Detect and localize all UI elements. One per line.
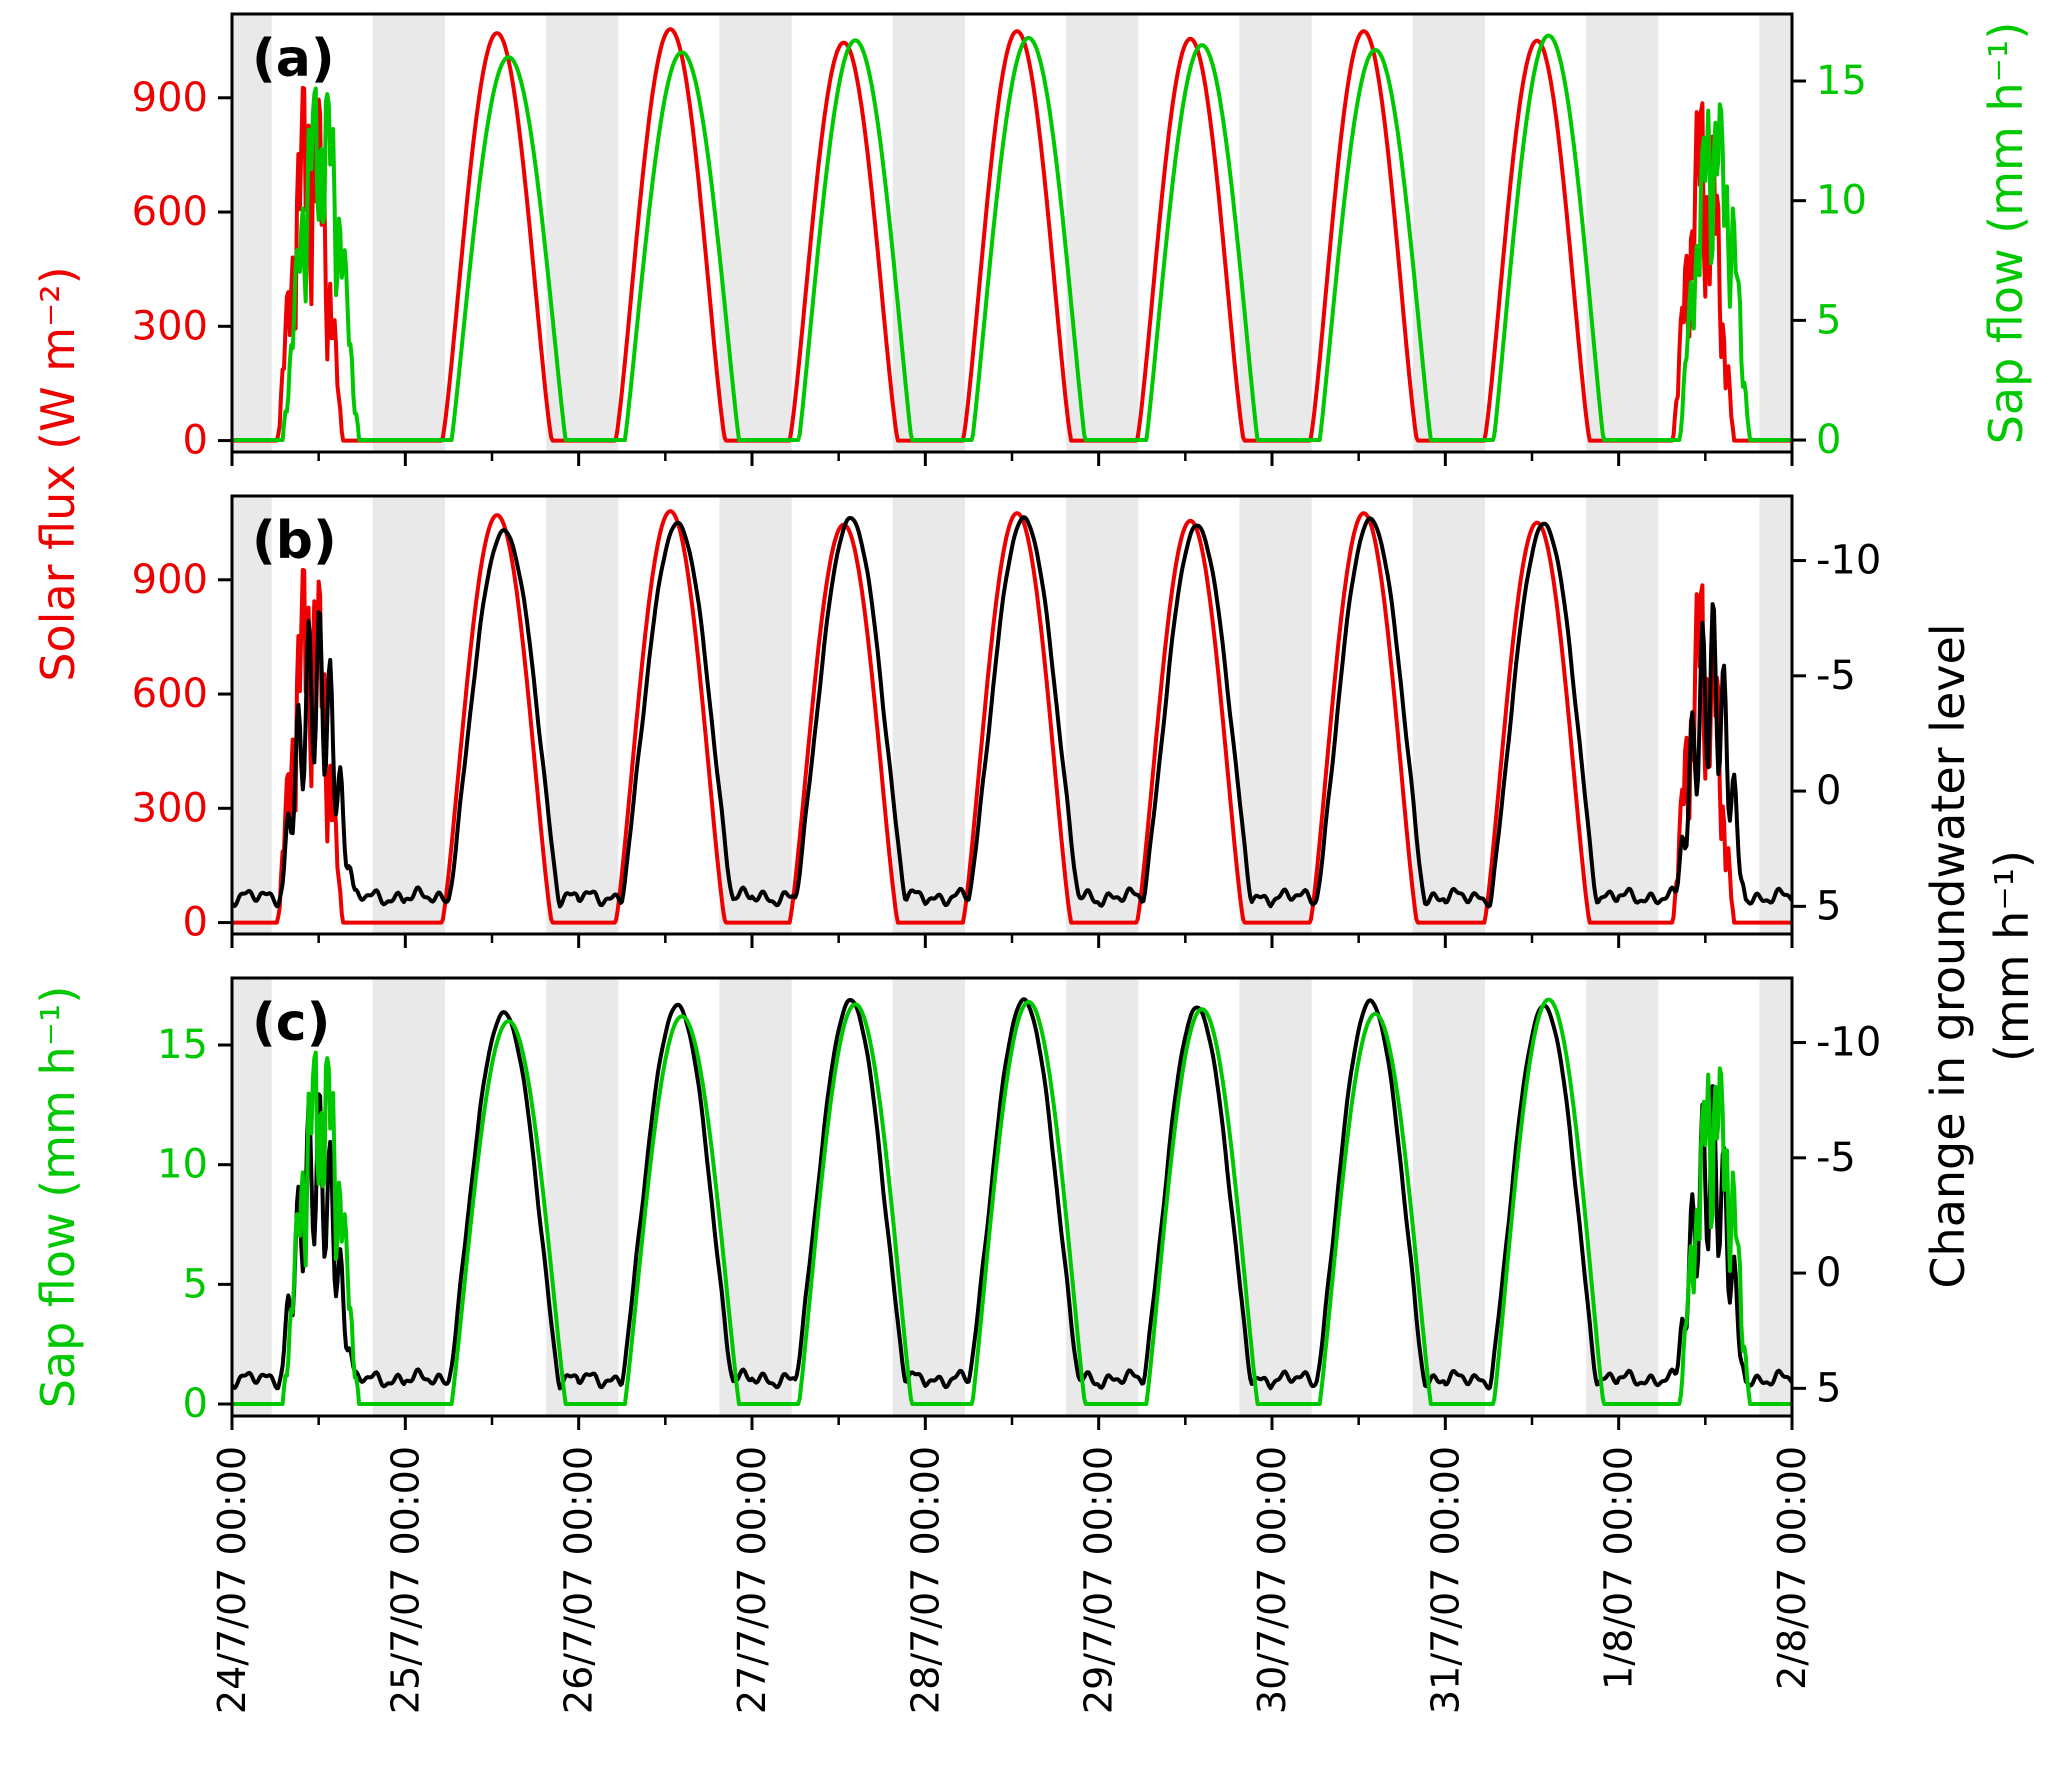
left-tick-label: 0 — [183, 418, 208, 464]
sap_flow-line — [231, 997, 1793, 1406]
night-band — [892, 14, 965, 452]
left-tick-label: 5 — [183, 1261, 208, 1307]
night-band — [1586, 496, 1659, 934]
night-band — [1759, 496, 1792, 934]
night-band — [1066, 14, 1139, 452]
panel-tag-a: (a) — [252, 29, 335, 89]
x-tick-label: 28/7/07 00:00 — [903, 1446, 947, 1714]
night-band — [232, 496, 272, 934]
groundwater-line — [230, 515, 1794, 909]
right-tick-label: -10 — [1816, 538, 1881, 584]
panel-tag-b: (b) — [252, 511, 337, 571]
right-tick-label: -5 — [1816, 653, 1856, 699]
solar_flux-line — [231, 509, 1793, 925]
left-tick-label: 900 — [132, 75, 208, 121]
left-tick-label: 10 — [157, 1142, 208, 1188]
left-tick-label: 300 — [132, 785, 208, 831]
left-tick-label: 15 — [157, 1022, 208, 1068]
right-tick-label: 5 — [1816, 883, 1841, 929]
x-tick-label: 31/7/07 00:00 — [1423, 1446, 1467, 1714]
right-tick-label: -5 — [1816, 1135, 1856, 1181]
night-band — [546, 14, 619, 452]
right-tick-label: 5 — [1816, 297, 1841, 343]
left-tick-label: 0 — [183, 1381, 208, 1427]
x-tick-label: 26/7/07 00:00 — [557, 1446, 601, 1714]
left-axis-title: Solar flux (W m⁻²) — [31, 266, 85, 681]
night-band — [372, 496, 445, 934]
night-band — [719, 14, 792, 452]
sap_flow-line — [231, 33, 1793, 442]
right-tick-label: 15 — [1816, 58, 1867, 104]
groundwater-line — [230, 997, 1794, 1391]
right-tick-label: 0 — [1816, 417, 1841, 463]
panel-tag-c: (c) — [252, 993, 330, 1053]
night-band — [546, 978, 619, 1416]
x-tick-label: 1/8/07 00:00 — [1597, 1446, 1641, 1690]
night-band — [1239, 496, 1312, 934]
panel-c: 0 5 10 15 -10 -5 0 5 (c) — [157, 976, 1881, 1430]
left-tick-label: 600 — [132, 671, 208, 717]
left-tick-label: 600 — [132, 189, 208, 235]
night-band — [1066, 978, 1139, 1416]
right-axis-title-line1: Change in groundwater level — [1921, 623, 1975, 1288]
right-axis-title-line2: (mm h⁻¹) — [1985, 850, 2039, 1062]
night-band — [372, 978, 445, 1416]
x-tick-label: 30/7/07 00:00 — [1250, 1446, 1294, 1714]
x-tick-label: 2/8/07 00:00 — [1770, 1446, 1814, 1690]
night-band — [232, 978, 272, 1416]
night-band — [1759, 978, 1792, 1416]
right-tick-label: -10 — [1816, 1020, 1881, 1066]
panel-b: 0 300 600 900 -10 -5 0 5 (b) — [132, 494, 1881, 948]
left-axis-title: Sap flow (mm h⁻¹) — [31, 986, 85, 1409]
right-tick-label: 10 — [1816, 178, 1867, 224]
night-band — [1412, 496, 1485, 934]
night-band — [719, 496, 792, 934]
right-axis-title: Sap flow (mm h⁻¹) — [1979, 22, 2033, 445]
right-tick-label: 5 — [1816, 1365, 1841, 1411]
x-tick-label: 27/7/07 00:00 — [730, 1446, 774, 1714]
left-tick-label: 900 — [132, 557, 208, 603]
night-band — [719, 978, 792, 1416]
right-tick-label: 0 — [1816, 1250, 1841, 1296]
night-band — [1759, 14, 1792, 452]
night-band — [232, 14, 272, 452]
panel-a: 0 300 600 900 0 5 10 15 (a) — [132, 12, 1867, 466]
night-band — [372, 14, 445, 452]
solar_flux-line — [231, 27, 1793, 443]
right-tick-label: 0 — [1816, 768, 1841, 814]
night-band — [546, 496, 619, 934]
night-band — [892, 496, 965, 934]
x-tick-label: 29/7/07 00:00 — [1077, 1446, 1121, 1714]
x-tick-label: 24/7/07 00:00 — [210, 1446, 254, 1714]
x-tick-label: 25/7/07 00:00 — [383, 1446, 427, 1714]
night-band — [892, 978, 965, 1416]
night-band — [1066, 496, 1139, 934]
left-tick-label: 300 — [132, 303, 208, 349]
left-tick-label: 0 — [183, 900, 208, 946]
